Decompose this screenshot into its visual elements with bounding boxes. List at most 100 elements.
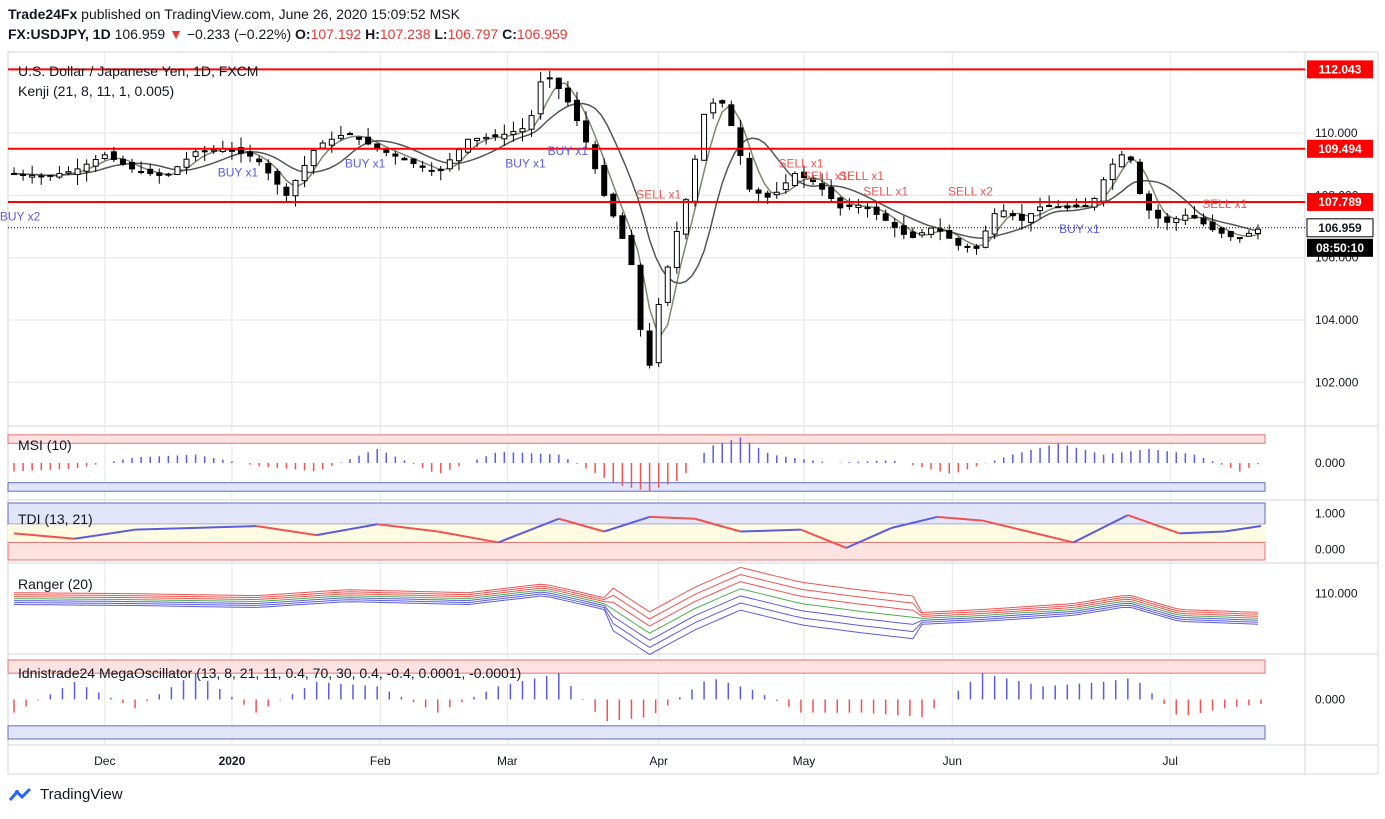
- candle-body: [129, 161, 136, 170]
- candle-body: [238, 147, 245, 154]
- candle-body: [1173, 218, 1180, 223]
- tdi-line-segment: [1179, 530, 1225, 535]
- level-price-label: 109.494: [1318, 142, 1362, 156]
- candle-body: [537, 81, 544, 115]
- y-tick-label: 0.000: [1315, 693, 1345, 707]
- countdown-label: 08:50:10: [1316, 241, 1364, 255]
- candle-body: [1100, 179, 1107, 202]
- sell-signal-label: SELL x1: [863, 184, 908, 198]
- candle-body: [1055, 206, 1062, 209]
- candle-body: [1155, 209, 1162, 219]
- kenji-indicator-title: Kenji (21, 8, 11, 1, 0.005): [18, 83, 174, 99]
- candle-body: [101, 154, 108, 159]
- ranger-band-line: [13, 581, 1259, 627]
- candle-body: [1200, 217, 1207, 225]
- tdi-line-segment: [937, 515, 983, 522]
- tdi-line-segment: [558, 517, 605, 533]
- candle-body: [619, 215, 626, 239]
- candle-body: [65, 171, 72, 174]
- candle-body: [38, 175, 45, 178]
- candle-body: [882, 213, 889, 221]
- candle-body: [119, 158, 126, 165]
- candle-body: [664, 266, 671, 303]
- candle-body: [138, 170, 145, 173]
- y-tick-label: 0.000: [1315, 456, 1345, 470]
- candle-body: [365, 136, 372, 145]
- candle-body: [692, 158, 699, 202]
- candle-body: [973, 245, 980, 249]
- candle-body: [410, 158, 417, 165]
- candle-body: [810, 178, 817, 183]
- candle-body: [1164, 216, 1171, 223]
- candle-body: [501, 133, 508, 140]
- tdi-line-segment: [74, 528, 136, 540]
- candle-body: [29, 174, 36, 178]
- high-label: H:: [365, 26, 380, 42]
- level-price-tag: [1307, 192, 1373, 211]
- tdi-line-segment: [377, 523, 438, 533]
- candle-body: [247, 151, 254, 157]
- candle-body: [601, 165, 608, 196]
- candle-body: [74, 168, 81, 175]
- low-value: 106.797: [447, 26, 499, 42]
- candle-body: [1027, 213, 1034, 223]
- candle-body: [1073, 204, 1080, 208]
- oversold-zone: [7, 482, 1266, 492]
- tdi-line-segment: [1127, 514, 1180, 535]
- tdi-line-segment: [1027, 530, 1074, 544]
- candle-body: [310, 149, 317, 167]
- buy-signal-label: BUY x1: [505, 156, 546, 170]
- x-tick-label: May: [793, 754, 816, 768]
- y-tick-label: 104.000: [1315, 313, 1359, 327]
- candle-body: [210, 149, 217, 152]
- candle-body: [928, 227, 935, 235]
- candle-body: [455, 149, 462, 162]
- candle-body: [346, 132, 353, 136]
- candle-body: [1209, 221, 1216, 231]
- candle-body: [1009, 213, 1016, 217]
- candle-body: [655, 303, 662, 364]
- candle-body: [1191, 214, 1198, 219]
- candle-body: [828, 186, 835, 199]
- candle-body: [546, 77, 553, 80]
- x-tick-label: Dec: [94, 754, 115, 768]
- last-price-tag: [1306, 218, 1374, 238]
- open-label: O:: [295, 26, 311, 42]
- candle-body: [56, 173, 63, 178]
- candle-body: [319, 142, 326, 149]
- candle-body: [301, 164, 308, 182]
- candle-body: [201, 150, 208, 153]
- level-price-label: 107.789: [1318, 195, 1362, 209]
- sell-signal-label: SELL x1: [1202, 197, 1247, 211]
- tdi-line-segment: [497, 517, 560, 544]
- last-price: 106.959: [114, 26, 166, 42]
- candle-body: [900, 225, 907, 235]
- tdi-line-segment: [694, 517, 741, 533]
- candle-body: [437, 169, 444, 172]
- symbol-label: FX:USDJPY, 1D: [8, 26, 111, 42]
- buy-signal-label: BUY x1: [218, 166, 259, 180]
- candle-body: [1109, 163, 1116, 181]
- candle-body: [1127, 156, 1134, 161]
- candle-body: [791, 173, 798, 186]
- candle-body: [701, 113, 708, 161]
- tdi-line-segment: [195, 525, 257, 529]
- candle-body: [483, 136, 490, 140]
- x-tick-label: Feb: [370, 754, 391, 768]
- candle-body: [555, 77, 562, 90]
- y-tick-label: 110.000: [1315, 126, 1358, 140]
- main-chart-title: U.S. Dollar / Japanese Yen, 1D, FXCM: [18, 63, 258, 79]
- tdi-line-segment: [316, 523, 378, 537]
- candle-body: [519, 128, 526, 133]
- candle-body: [573, 99, 580, 122]
- sell-signal-label: SELL x1: [778, 156, 823, 170]
- last-price-label: 106.959: [1318, 221, 1362, 235]
- candle-body: [92, 159, 99, 167]
- candle-body: [528, 115, 535, 130]
- change-value: −0.233 (−0.22%): [186, 26, 292, 42]
- publisher-name[interactable]: Trade24Fx: [8, 6, 78, 22]
- footer-brand[interactable]: TradingView: [8, 786, 123, 803]
- tdi-line-segment: [255, 525, 317, 537]
- candle-body: [628, 235, 635, 266]
